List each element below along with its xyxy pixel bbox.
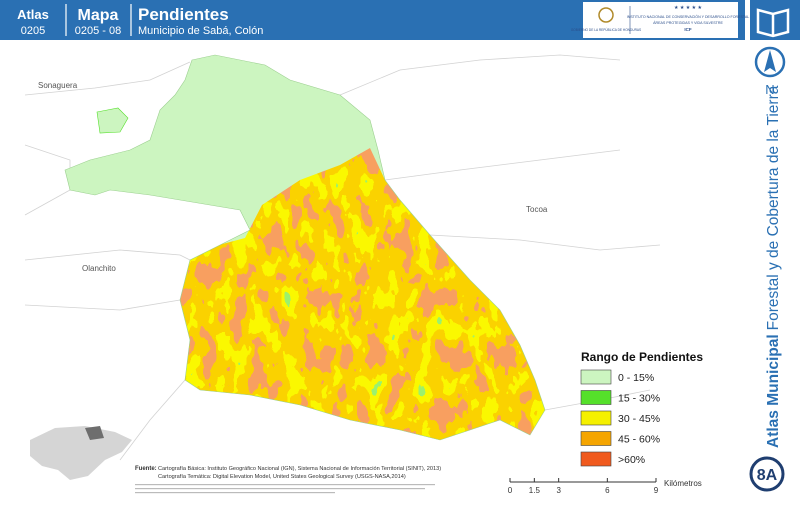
north-arrow <box>764 50 776 72</box>
north-label: N <box>765 82 774 97</box>
sidebar-title: Atlas Municipal Forestal y de Cobertura d… <box>765 85 782 448</box>
municipality-outline <box>64 54 546 441</box>
legend-swatch <box>580 369 612 385</box>
sources-label: Fuente: <box>135 466 157 472</box>
badge-label: 8A <box>757 467 778 484</box>
neighbor-boundaries <box>24 54 661 461</box>
inset-department <box>85 426 104 440</box>
book-icon <box>756 8 790 38</box>
scale-tick-label: 3 <box>556 486 561 495</box>
legend-label: >60% <box>618 454 645 466</box>
place-label: Sonaguera <box>38 81 78 90</box>
legend-title: Rango de Pendientes <box>581 350 703 364</box>
place-label: Olanchito <box>82 264 116 273</box>
legend-swatch <box>580 410 612 426</box>
map-title: Pendientes <box>138 5 229 24</box>
legend-label: 30 - 45% <box>618 413 660 425</box>
scale-tick-label: 9 <box>654 486 659 495</box>
map-label: Mapa <box>78 7 119 24</box>
emblem <box>598 7 614 23</box>
legend-label: 45 - 60% <box>618 434 660 446</box>
legend-label: 15 - 30% <box>618 393 660 405</box>
scale-tick-label: 0 <box>508 486 513 495</box>
municipality <box>65 55 545 440</box>
atlas-code: 0205 <box>21 25 45 37</box>
fine-print <box>135 484 435 494</box>
scale-tick-label: 6 <box>605 486 610 495</box>
legend: 0 - 15% 15 - 30% 30 - 45% 45 - 60% >60% <box>580 369 660 467</box>
government-logo-text: GOBIERNO DE LA REPÚBLICA DE HONDURAS <box>571 27 641 32</box>
badge <box>749 456 785 492</box>
source-line: Cartografía Temática: Digital Elevation … <box>158 474 406 480</box>
institute-acronym: ICF <box>684 27 692 32</box>
legend-label: 0 - 15% <box>618 372 654 384</box>
map-subtitle: Municipio de Sabá, Colón <box>138 25 263 37</box>
legend-swatch <box>580 390 612 405</box>
scale-bar: 0 1.5 3 6 9 <box>508 478 659 495</box>
scale-tick-label: 1.5 <box>529 486 541 495</box>
map-code: 0205 - 08 <box>75 25 121 37</box>
sidebar-title-bold: Atlas Municipal <box>765 334 782 448</box>
legend-swatch <box>580 431 612 446</box>
north-circle <box>754 46 786 78</box>
legend-swatch <box>580 451 612 467</box>
source-line: Cartografía Básica: Instituto Geográfico… <box>158 466 441 472</box>
sidebar-title-rest: Forestal y de Cobertura de la Tierra <box>765 85 782 330</box>
inset-country <box>30 426 132 480</box>
atlas-label: Atlas <box>17 7 49 22</box>
place-labels: Sonaguera Tocoa Olanchito <box>38 81 548 273</box>
enclave <box>96 107 129 134</box>
logo-stars: ★ ★ ★ ★ ★ <box>674 5 702 11</box>
scale-unit: Kilómetros <box>664 479 702 488</box>
institute-sub: ÁREAS PROTEGIDAS Y VIDA SILVESTRE <box>653 21 723 25</box>
institute-name: INSTITUTO NACIONAL DE CONSERVACIÓN Y DES… <box>627 14 749 19</box>
place-label: Tocoa <box>526 205 548 214</box>
sources: Cartografía Básica: Instituto Geográfico… <box>158 466 441 480</box>
